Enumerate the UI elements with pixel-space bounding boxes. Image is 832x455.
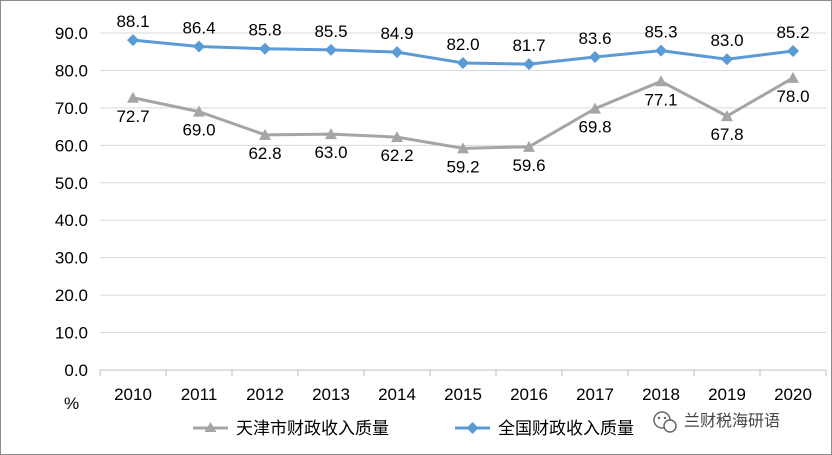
- data-point-triangle: [325, 128, 337, 140]
- legend-marker-triangle: [204, 422, 217, 432]
- x-tick-label: 2018: [642, 385, 680, 404]
- data-label: 88.1: [116, 12, 149, 31]
- data-point-diamond: [259, 42, 271, 55]
- y-tick-label: 0.0: [64, 361, 88, 380]
- data-label: 85.8: [248, 21, 281, 40]
- x-tick-label: 2012: [246, 385, 284, 404]
- data-point-triangle: [127, 91, 139, 103]
- data-label: 59.6: [512, 156, 545, 175]
- y-tick-label: 90.0: [55, 24, 88, 43]
- data-label: 82.0: [446, 35, 479, 54]
- data-label: 69.0: [182, 121, 215, 140]
- x-tick-label: 2013: [312, 385, 350, 404]
- data-point-diamond: [127, 34, 139, 47]
- x-tick-label: 2017: [576, 385, 614, 404]
- data-label: 85.3: [644, 23, 677, 42]
- wechat-icon: [653, 411, 677, 433]
- y-tick-label: 10.0: [55, 324, 88, 343]
- x-tick-label: 2016: [510, 385, 548, 404]
- y-tick-label: 80.0: [55, 61, 88, 80]
- data-label: 63.0: [314, 143, 347, 162]
- data-point-diamond: [457, 56, 469, 69]
- data-point-triangle: [193, 105, 205, 117]
- data-label: 86.4: [182, 18, 215, 37]
- grid-lines: [100, 32, 826, 334]
- y-tick-label: 30.0: [55, 249, 88, 268]
- y-axis-ticks: 90.0 80.0 70.0 60.0 50.0 40.0 30.0 20.0 10.0 0.0: [55, 24, 88, 380]
- x-tick-label: 2011: [181, 385, 218, 404]
- y-tick-label: 60.0: [55, 136, 88, 155]
- watermark: 兰财税海研语: [653, 411, 780, 433]
- data-label: 85.2: [776, 23, 809, 42]
- data-point-diamond: [193, 40, 205, 53]
- series-line-0: [132, 76, 794, 150]
- legend: 天津市财政收入质量 全国财政收入质量: [193, 419, 634, 439]
- x-axis-ticks: 2010 2011 2012 2013 2014 2015 2016 2017 2018 2019…: [114, 385, 812, 404]
- legend-label-tianjin: 天津市财政收入质量: [236, 419, 389, 439]
- data-point-triangle: [523, 140, 535, 152]
- data-point-diamond: [589, 50, 601, 63]
- data-point-diamond: [787, 44, 799, 57]
- data-point-diamond: [523, 58, 535, 71]
- legend-item-tianjin: 天津市财政收入质量: [193, 419, 389, 439]
- data-label: 62.2: [380, 146, 413, 165]
- x-tick-label: 2014: [378, 385, 416, 404]
- data-point-triangle: [457, 142, 469, 154]
- y-tick-label: 70.0: [55, 99, 88, 118]
- data-label: 78.0: [776, 87, 809, 106]
- data-point-diamond: [325, 43, 337, 56]
- data-label: 81.7: [512, 36, 545, 55]
- x-tick-label: 2019: [708, 385, 746, 404]
- y-tick-label: 40.0: [55, 211, 88, 230]
- data-label: 59.2: [446, 157, 479, 176]
- y-axis-unit-label: %: [64, 394, 79, 413]
- legend-marker-diamond: [466, 422, 479, 434]
- data-label: 83.6: [578, 29, 611, 48]
- data-label: 83.0: [710, 31, 743, 50]
- series-layer: [127, 34, 799, 154]
- data-label: 84.9: [380, 24, 413, 43]
- data-point-triangle: [787, 71, 799, 83]
- data-point-diamond: [655, 44, 667, 57]
- legend-label-national: 全国财政收入质量: [498, 419, 634, 439]
- data-point-triangle: [391, 131, 403, 143]
- watermark-text: 兰财税海研语: [684, 411, 780, 430]
- x-tick-label: 2015: [444, 385, 482, 404]
- x-axis: [99, 369, 827, 376]
- data-labels: 72.7 69.0 62.8 63.0 62.2 59.2 59.6 69.8 77.1 67.8…: [116, 12, 809, 176]
- data-point-triangle: [589, 102, 601, 114]
- data-label: 77.1: [644, 90, 677, 109]
- data-label: 67.8: [710, 125, 743, 144]
- y-tick-label: 50.0: [55, 174, 88, 193]
- data-label: 72.7: [116, 107, 149, 126]
- data-point-triangle: [721, 110, 733, 122]
- x-tick-label: 2010: [114, 385, 152, 404]
- data-point-triangle: [655, 75, 667, 87]
- legend-item-national: 全国财政收入质量: [455, 419, 634, 439]
- data-label: 62.8: [248, 144, 281, 163]
- y-tick-label: 20.0: [55, 286, 88, 305]
- data-label: 69.8: [578, 118, 611, 137]
- data-point-triangle: [259, 128, 271, 140]
- data-point-diamond: [391, 46, 403, 59]
- x-tick-label: 2020: [774, 385, 812, 404]
- data-label: 85.5: [314, 22, 347, 41]
- data-point-diamond: [721, 53, 733, 66]
